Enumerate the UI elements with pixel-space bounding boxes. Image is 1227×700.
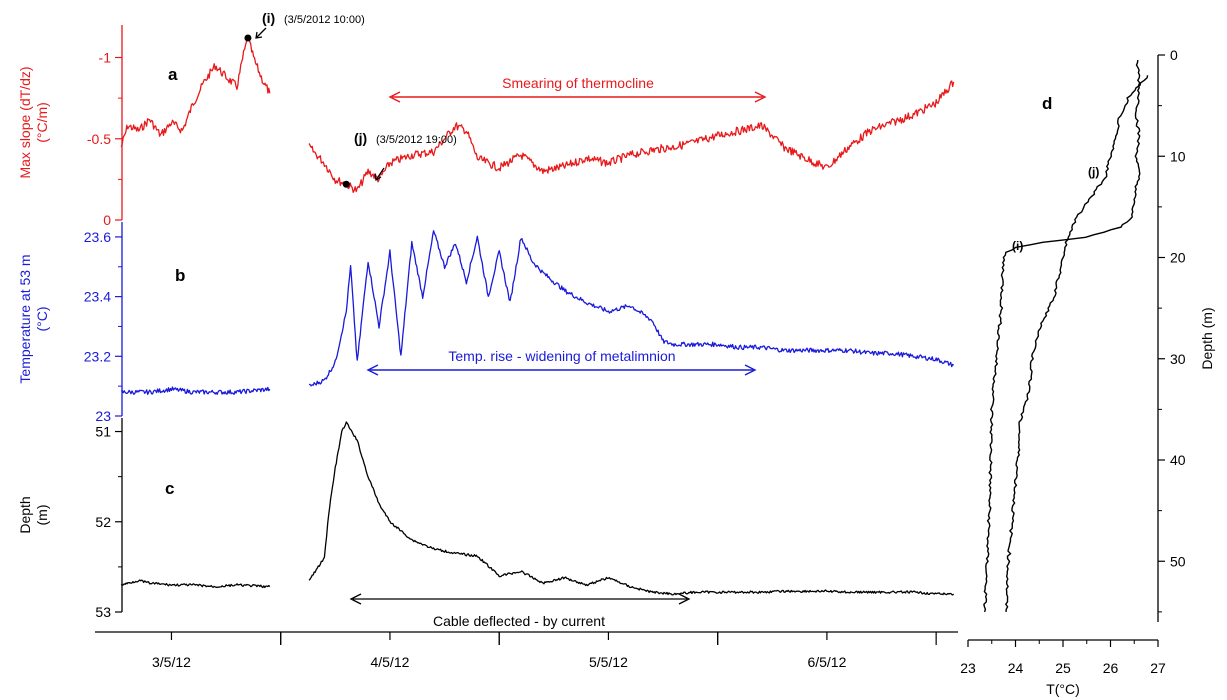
marker-j-arrow-head: [374, 173, 382, 182]
panel-d-axes: 23 24 25 26 27 T(°C) 0 10 20 30 40 50 Depth (m): [960, 47, 1215, 697]
panel-c-y-axis: 51 52 53: [95, 418, 123, 620]
panel-c-y-label-line: (m): [34, 505, 50, 526]
smearing-annotation: Smearing of thermocline: [388, 75, 767, 103]
panel-d-letter: d: [1042, 94, 1052, 113]
panel-b-series: [121, 230, 955, 395]
panel-d-x-tick-label: 23: [960, 660, 976, 676]
panel-d: 23 24 25 26 27 T(°C) 0 10 20 30 40 50 Depth (m) d (i…: [960, 47, 1215, 697]
panel-b-letter: b: [175, 266, 185, 285]
panel-b-y-tick-label: 23: [95, 408, 111, 424]
marker-i-timestamp: (3/5/2012 10:00): [284, 14, 365, 26]
panel-d-y-tick-label: 40: [1170, 452, 1186, 468]
temp-rise-arrow-left-head: [366, 364, 379, 376]
panel-a-y-tick-label: -0.5: [87, 131, 111, 147]
panel-d-y-tick-label: 0: [1170, 47, 1178, 63]
panel-b-y-tick-label: 23.2: [84, 348, 111, 364]
profile-j-line: [1004, 75, 1149, 612]
marker-i-arrow-head: [255, 31, 263, 39]
panel-c-y-label-line: Depth: [17, 496, 33, 533]
panel-b-y-axis-label: Temperature at 53 m(°C): [17, 254, 50, 383]
panel-c-y-tick-label: 52: [95, 514, 111, 530]
panel-d-y-tick-label: 30: [1170, 351, 1186, 367]
marker-j-timestamp: (3/5/2012 19:00): [376, 134, 457, 146]
panel-c: 51 52 53 Depth(m) c Cable deflected - by c…: [17, 418, 955, 629]
smearing-label: Smearing of thermocline: [502, 75, 654, 91]
marker-j-label: (j): [354, 130, 367, 146]
panel-b: 23 23.2 23.4 23.6 Temperature at 53 m(°C) b…: [17, 222, 955, 424]
marker-j-annotation: (j) (3/5/2012 19:00): [342, 130, 457, 188]
cable-annotation: Cable deflected - by current: [349, 593, 691, 629]
time-x-tick-label: 6/5/12: [807, 654, 846, 670]
panel-b-trace-segment-1: [121, 386, 271, 395]
marker-i-point: [244, 34, 252, 42]
temp-rise-annotation: Temp. rise - widening of metalimnion: [366, 348, 757, 376]
panel-a-trace-segment-2: [308, 80, 955, 194]
panel-a-y-axis: -1 -0.5 0: [87, 25, 123, 228]
panel-c-y-tick-label: 51: [95, 424, 111, 440]
panel-c-letter: c: [165, 479, 174, 498]
time-x-tick-label: 3/5/12: [152, 654, 191, 670]
panel-b-y-tick-label: 23.4: [84, 289, 111, 305]
panel-c-trace-segment-2: [308, 421, 955, 596]
marker-j-point: [342, 180, 350, 188]
panel-b-y-axis: 23 23.2 23.4 23.6: [84, 222, 123, 424]
panel-d-y-axis-label: Depth (m): [1199, 307, 1215, 369]
panel-d-series: [983, 60, 1149, 613]
panel-b-y-label-line: (°C): [34, 306, 50, 331]
time-x-axis: 3/5/12 4/5/12 5/5/12 6/5/12: [95, 631, 958, 670]
profile-i-line: [983, 60, 1141, 613]
panel-a-letter: a: [168, 65, 178, 84]
panel-a-y-label-line: (°C/m): [34, 102, 50, 143]
panel-d-y-tick-label: 20: [1170, 250, 1186, 266]
cable-label: Cable deflected - by current: [433, 613, 605, 629]
panel-a-y-label-line: Max slope (dT/dz): [17, 66, 33, 178]
panel-d-x-tick-label: 24: [1008, 660, 1024, 676]
panel-a-series: [120, 37, 955, 194]
time-x-tick-label: 4/5/12: [370, 654, 409, 670]
smearing-arrow-right-head: [754, 91, 767, 103]
profile-j-label: (j): [1088, 165, 1099, 179]
panel-a-y-tick-label: 0: [103, 212, 111, 228]
panel-b-trace-segment-2: [308, 230, 955, 387]
marker-i-label: (i): [262, 10, 275, 26]
marker-i-arrow: [255, 27, 267, 39]
panel-d-x-tick-label: 26: [1103, 660, 1119, 676]
panel-a: -1 -0.5 0 Max slope (dT/dz)(°C/m) a Smeari…: [17, 10, 955, 228]
cable-arrow-left-head: [349, 593, 362, 605]
smearing-arrow-left-head: [388, 91, 401, 103]
panel-c-trace-segment-1: [120, 579, 271, 589]
panel-a-y-tick-label: -1: [99, 50, 112, 66]
panel-d-x-tick-label: 27: [1150, 660, 1166, 676]
panel-a-trace-segment-1: [120, 37, 271, 148]
panel-d-y-tick-label: 10: [1170, 148, 1186, 164]
marker-j-arrow: [375, 167, 385, 181]
panel-c-series: [120, 421, 955, 596]
panel-d-x-axis-label: T(°C): [1046, 681, 1080, 697]
panel-b-y-tick-label: 23.6: [84, 229, 111, 245]
panel-c-y-tick-label: 53: [95, 604, 111, 620]
panel-d-y-tick-label: 50: [1170, 553, 1186, 569]
temp-rise-label: Temp. rise - widening of metalimnion: [448, 348, 675, 364]
profile-i-label: (i): [1012, 239, 1023, 253]
panel-a-y-axis-label: Max slope (dT/dz)(°C/m): [17, 66, 50, 178]
panel-d-x-tick-label: 25: [1055, 660, 1071, 676]
temp-rise-arrow-right-head: [744, 364, 757, 376]
panel-b-y-label-line: Temperature at 53 m: [17, 254, 33, 383]
time-x-tick-label: 5/5/12: [589, 654, 628, 670]
marker-i-annotation: (i) (3/5/2012 10:00): [244, 10, 365, 42]
panel-c-y-axis-label: Depth(m): [17, 496, 50, 533]
cable-arrow-right-head: [678, 593, 691, 605]
